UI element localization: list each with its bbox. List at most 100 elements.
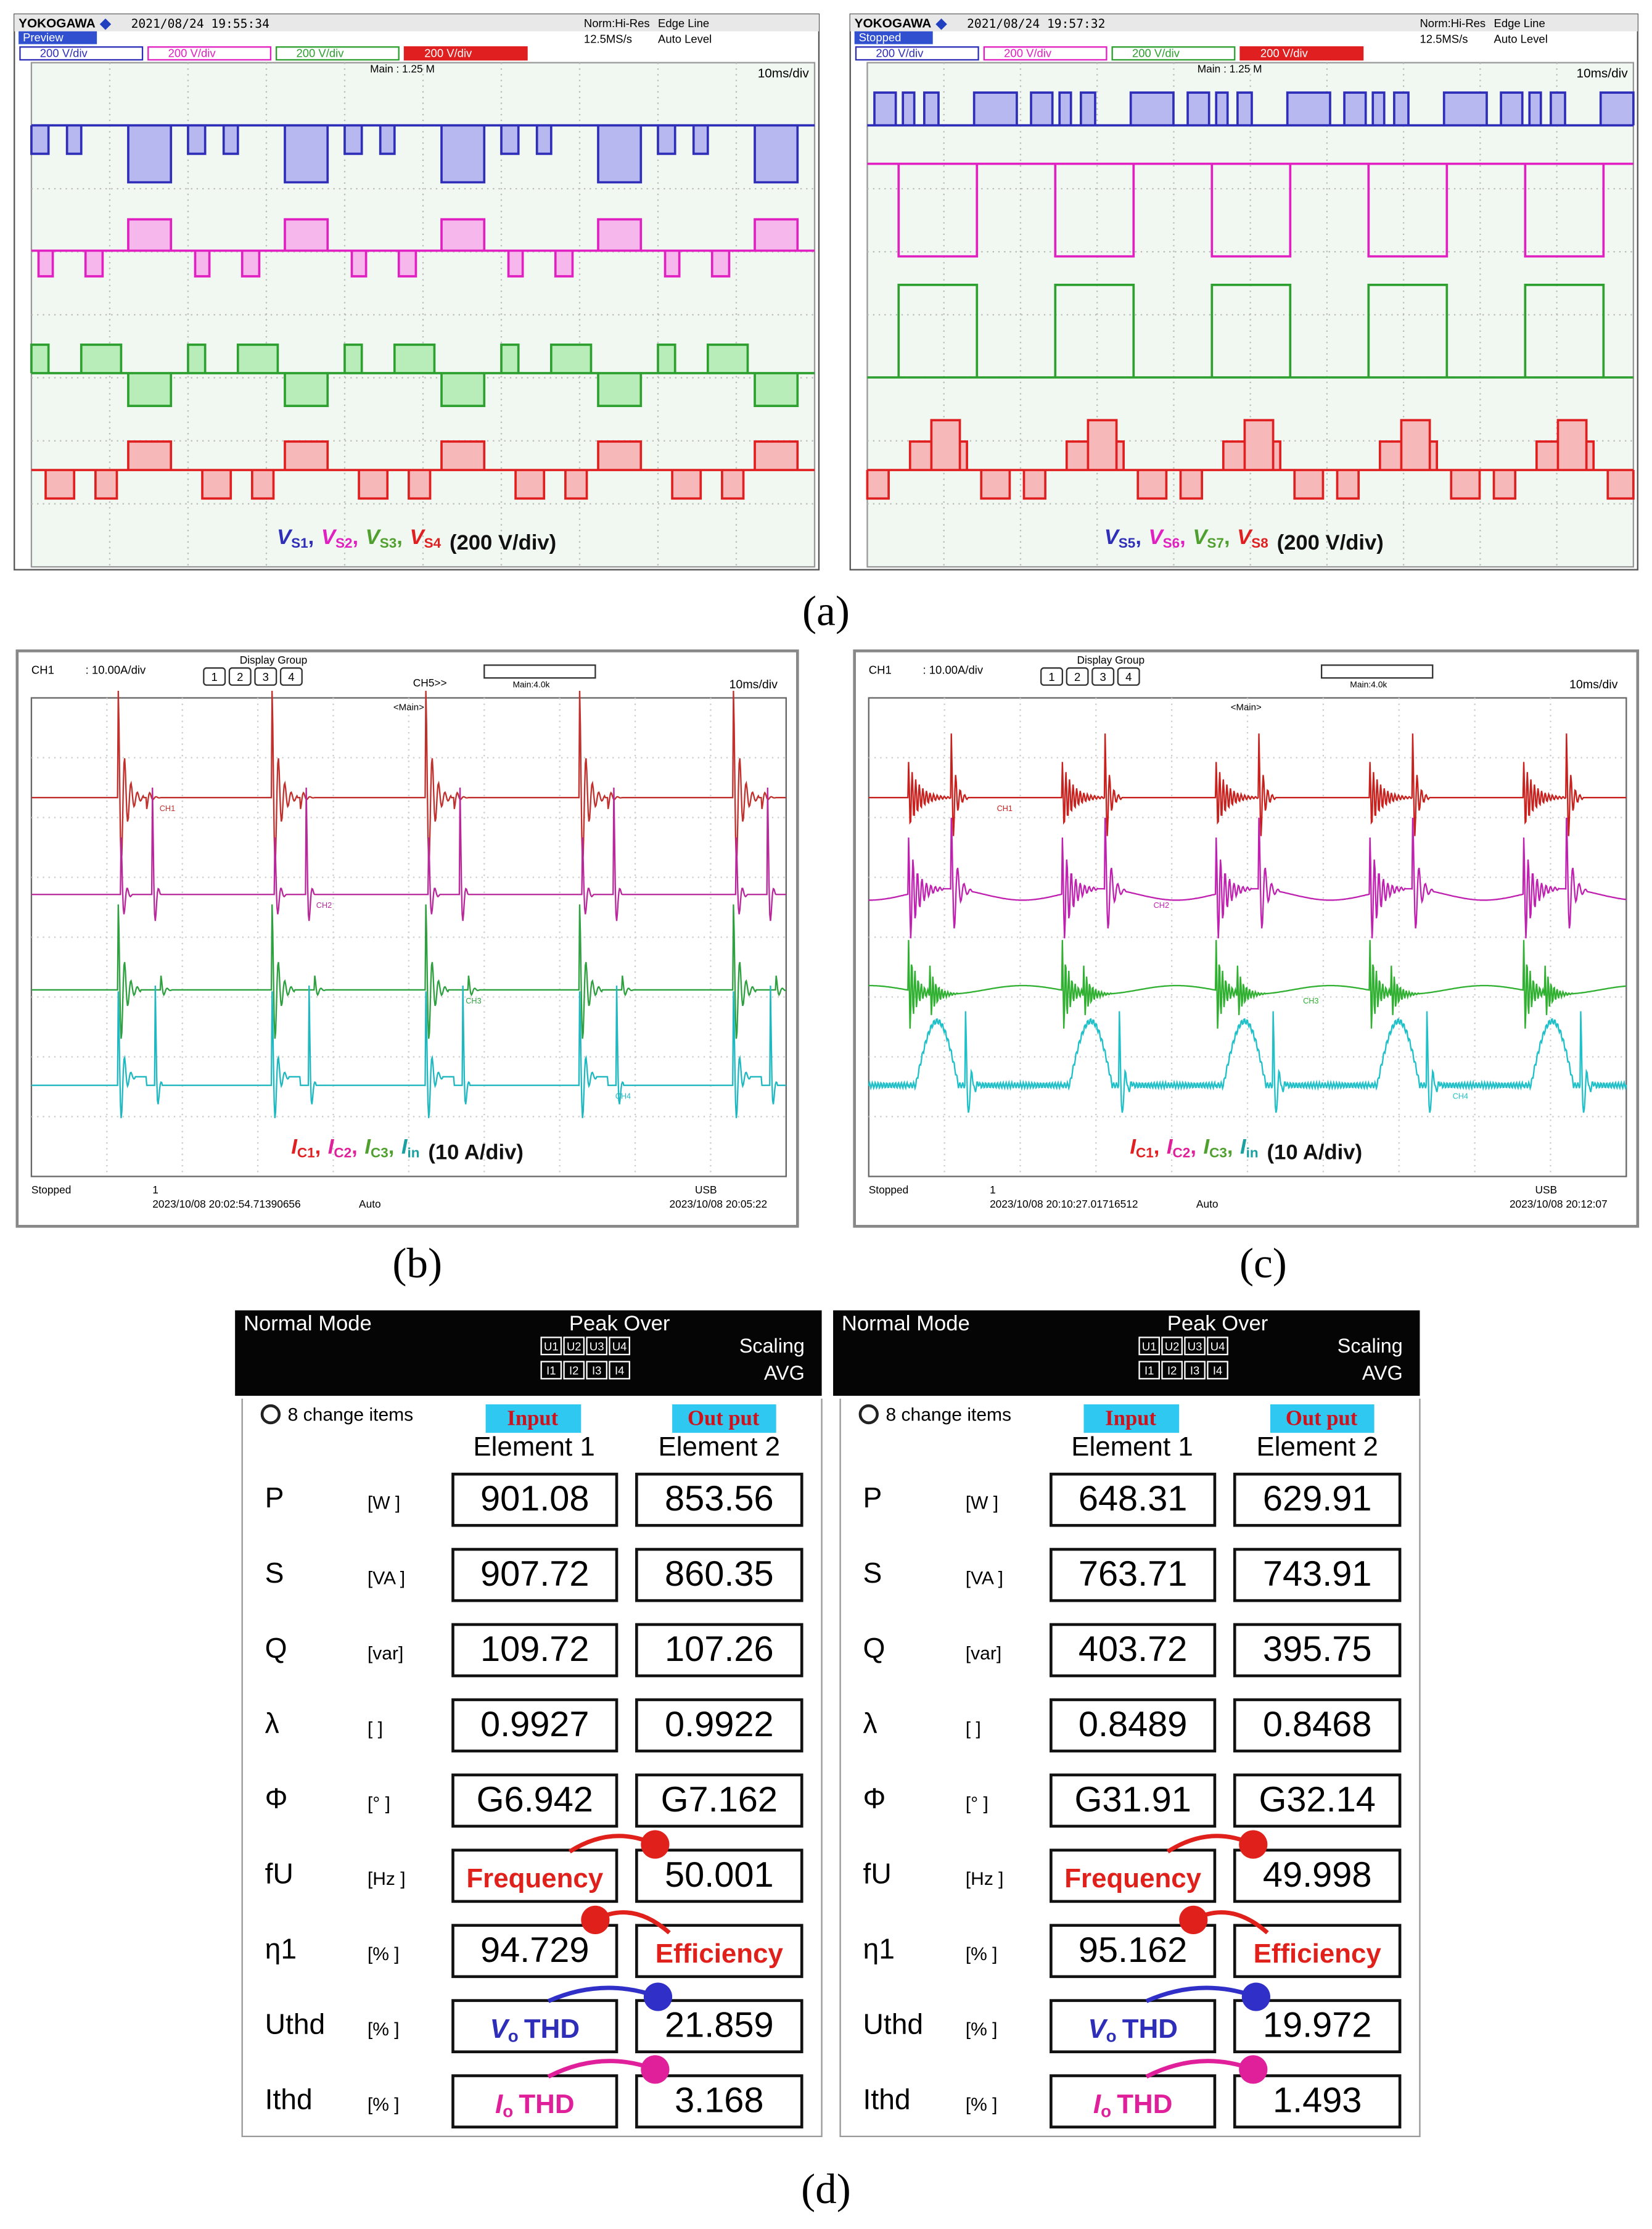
group-label: 2 bbox=[237, 670, 243, 683]
element-label: I4 bbox=[615, 1364, 624, 1377]
label: Auto Level bbox=[658, 33, 712, 46]
element-box bbox=[586, 1337, 608, 1356]
value-box bbox=[1233, 1924, 1402, 1979]
current-scope bbox=[853, 649, 1640, 1228]
channel-label: 200 V/div bbox=[876, 47, 924, 60]
caption-symbol: I bbox=[291, 1135, 298, 1158]
element-box bbox=[540, 1337, 562, 1356]
voltage-scope bbox=[14, 13, 820, 571]
channel-label: 200 V/div bbox=[1260, 47, 1309, 60]
label: Main:4.0k bbox=[1350, 679, 1387, 689]
waveform-fill bbox=[974, 93, 1017, 126]
channel-box bbox=[403, 46, 528, 61]
header-bar bbox=[850, 14, 1638, 31]
waveform-fill bbox=[931, 420, 960, 471]
element-box bbox=[586, 1361, 608, 1380]
waveform bbox=[597, 125, 643, 184]
label: : 10.00A/div bbox=[923, 664, 984, 677]
waveform bbox=[31, 788, 786, 921]
waveform-fill bbox=[85, 250, 103, 276]
waveform bbox=[1236, 91, 1253, 126]
annotation-suffix: THD bbox=[519, 2089, 574, 2119]
connector-dot bbox=[641, 1830, 670, 1859]
label: 2023/10/08 20:05:22 bbox=[669, 1198, 767, 1210]
waveform-fill bbox=[1080, 93, 1095, 126]
waveform bbox=[1524, 284, 1605, 377]
waveform bbox=[657, 125, 676, 155]
waveform bbox=[1450, 470, 1481, 500]
row-unit: [VA ] bbox=[966, 1568, 1003, 1588]
waveform bbox=[1442, 91, 1488, 126]
label: CH5>> bbox=[413, 677, 447, 689]
element-label: I1 bbox=[1144, 1364, 1154, 1377]
waveform-fill bbox=[508, 250, 523, 276]
value: 907.72 bbox=[480, 1554, 590, 1594]
caption-subscript: in bbox=[408, 1145, 420, 1160]
annotation-suffix: THD bbox=[1122, 2014, 1178, 2044]
value-box bbox=[1050, 1924, 1217, 1979]
brand-mark bbox=[935, 19, 947, 30]
group-box bbox=[1040, 667, 1063, 686]
header-bar bbox=[14, 14, 819, 31]
group-box bbox=[1091, 667, 1115, 686]
waveform bbox=[1371, 91, 1386, 126]
value: 109.72 bbox=[480, 1630, 590, 1669]
label: 10ms/div bbox=[1569, 678, 1618, 691]
waveform-fill bbox=[223, 125, 238, 154]
channel-label: 200 V/div bbox=[424, 47, 472, 60]
waveform bbox=[671, 470, 702, 500]
row-unit: [ ] bbox=[368, 1718, 383, 1739]
group-box bbox=[1117, 667, 1140, 686]
waveform bbox=[1210, 284, 1292, 377]
waveform bbox=[754, 440, 799, 471]
element-label: U4 bbox=[1210, 1340, 1225, 1353]
waveform bbox=[535, 125, 553, 155]
waveform-fill bbox=[598, 441, 641, 471]
element-label: I3 bbox=[592, 1364, 601, 1377]
value: 403.72 bbox=[1079, 1630, 1188, 1669]
waveform-fill bbox=[1394, 93, 1408, 126]
value: 49.998 bbox=[1263, 1855, 1372, 1895]
waveform bbox=[1080, 91, 1096, 126]
waveform-fill bbox=[31, 125, 49, 154]
waveform-fill bbox=[1216, 93, 1228, 126]
element-label: U2 bbox=[1165, 1340, 1180, 1353]
value-box bbox=[635, 1623, 803, 1678]
value: 0.8468 bbox=[1263, 1705, 1372, 1744]
waveform-fill bbox=[1558, 420, 1587, 471]
channel-box bbox=[147, 46, 272, 61]
row-symbol: Φ bbox=[863, 1782, 886, 1815]
trace-label: CH4 bbox=[615, 1092, 631, 1100]
label: Edge Line bbox=[1494, 17, 1545, 30]
waveform bbox=[507, 250, 524, 278]
value: 629.91 bbox=[1263, 1479, 1372, 1518]
row-unit: [° ] bbox=[966, 1794, 988, 1814]
caption-subscript: S7 bbox=[1207, 535, 1224, 551]
waveform-fill bbox=[1373, 93, 1384, 126]
value: 1.493 bbox=[1273, 2081, 1362, 2120]
waveform-fill bbox=[252, 470, 274, 499]
value-box bbox=[635, 1848, 803, 1903]
caption-subscript: S6 bbox=[1163, 535, 1180, 551]
waveform bbox=[80, 343, 123, 374]
row-unit: [Hz ] bbox=[368, 1869, 406, 1889]
caption: IC1, IC2, IC3, Iin (10 A/div) bbox=[291, 1135, 524, 1164]
value-box bbox=[451, 1924, 618, 1979]
label: Auto bbox=[359, 1198, 381, 1210]
group-box bbox=[228, 667, 252, 686]
row-unit: [% ] bbox=[368, 2095, 400, 2115]
waveform bbox=[94, 470, 118, 500]
element-label: U3 bbox=[590, 1340, 604, 1353]
waveform-fill bbox=[555, 250, 573, 276]
value: G7.162 bbox=[661, 1780, 778, 1819]
waveform-fill bbox=[187, 125, 205, 154]
waveform bbox=[930, 419, 961, 471]
figure-label: (c) bbox=[1239, 1239, 1287, 1287]
label: Display Group bbox=[240, 654, 308, 666]
caption-symbol: V bbox=[366, 525, 382, 549]
waveform-fill bbox=[128, 125, 171, 183]
value-box bbox=[1050, 1547, 1217, 1602]
caption-separator: , bbox=[308, 525, 314, 549]
waveform-fill bbox=[658, 125, 675, 154]
element-label: I2 bbox=[569, 1364, 578, 1377]
